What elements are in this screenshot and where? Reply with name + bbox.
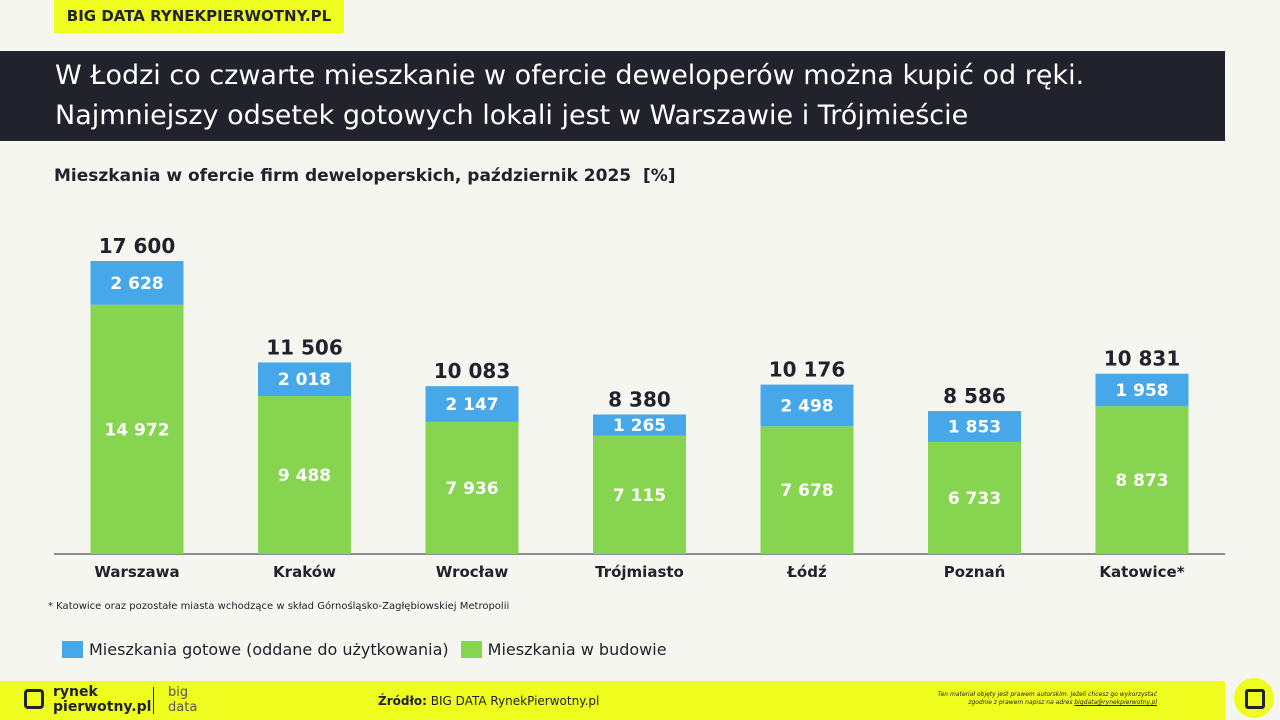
value-label: 1 958: [1115, 381, 1168, 401]
corner-logo: [1234, 678, 1274, 718]
value-label: 7 678: [780, 481, 833, 501]
value-label: 7 115: [613, 486, 666, 506]
value-label: 1 853: [948, 417, 1001, 437]
chart-subtitle: Mieszkania w ofercie firm deweloperskich…: [54, 166, 676, 186]
corner-logo-icon: [1245, 689, 1265, 709]
total-label: 10 176: [769, 358, 846, 382]
value-label: 9 488: [278, 466, 331, 486]
chart: 14 972 2 628 17 600 Warszawa 9 488 2 018 11 50…: [54, 234, 1225, 581]
value-label: 8 873: [1115, 471, 1168, 491]
footer: rynek pierwotny.pl big data Źródło: BIG …: [0, 681, 1225, 720]
title: W Łodzi co czwarte mieszkanie w ofercie …: [55, 60, 1085, 131]
logo2-line: data: [168, 700, 198, 715]
bar-segment: [258, 396, 351, 554]
source-text: BIG DATA RynekPierwotny.pl: [430, 694, 600, 708]
value-label: 2 628: [110, 274, 163, 294]
copyright-line: Ten materiał objęty jest prawem autorski…: [937, 691, 1157, 698]
copyright: Ten materiał objęty jest prawem autorski…: [938, 691, 1157, 707]
bar-segment: [1095, 406, 1189, 554]
value-label: 1 265: [613, 416, 666, 436]
logo-line: pierwotny.pl: [53, 699, 152, 715]
x-tick-label: Łódź: [786, 563, 827, 581]
bar-segment: [593, 414, 686, 436]
value-label: 2 147: [445, 395, 498, 415]
logo: rynek pierwotny.pl: [53, 685, 151, 715]
legend-item: Mieszkania w budowie: [460, 640, 667, 659]
legend-swatch: [62, 641, 83, 658]
x-tick-label: Katowice*: [1099, 563, 1184, 581]
copyright-text: zgodnie z prawem napisz na adres: [968, 699, 1073, 706]
bar-segment: [593, 435, 686, 554]
total-label: 8 380: [608, 387, 671, 411]
source: Źródło: BIG DATA RynekPierwotny.pl: [378, 694, 599, 708]
value-label: 2 498: [780, 396, 833, 416]
divider: [153, 687, 154, 714]
tag: BIG DATA RYNEKPIERWOTNY.PL: [54, 0, 344, 33]
x-tick-label: Trójmiasto: [595, 563, 684, 581]
value-label: 2 018: [278, 370, 331, 390]
bar-segment: [258, 362, 351, 397]
legend-label: Mieszkania gotowe (oddane do użytkowania…: [89, 640, 449, 659]
value-label: 7 936: [445, 479, 498, 499]
bar-segment: [90, 304, 184, 554]
bar-segment: [90, 261, 184, 305]
x-tick-label: Wrocław: [436, 563, 509, 581]
x-tick-label: Poznań: [944, 563, 1006, 581]
x-tick-label: Kraków: [273, 563, 336, 581]
source-label: Źródło:: [378, 694, 427, 708]
email[interactable]: bigdata@rynekpierwotny.pl: [1074, 699, 1157, 706]
title-band: W Łodzi co czwarte mieszkanie w ofercie …: [0, 51, 1225, 141]
x-tick-label: Warszawa: [94, 563, 179, 581]
legend-item: Mieszkania gotowe (oddane do użytkowania…: [62, 640, 449, 659]
legend-swatch: [460, 641, 482, 658]
total-label: 10 831: [1104, 347, 1181, 371]
logo2: big data: [168, 685, 197, 715]
bar-segment: [760, 426, 854, 554]
bar-segment: [425, 421, 519, 554]
value-label: 14 972: [104, 420, 169, 440]
bar-segment: [928, 411, 1021, 442]
total-label: 17 600: [99, 234, 176, 258]
bar-segment: [760, 384, 854, 427]
bar-segment: [425, 386, 519, 422]
logo-icon: [24, 689, 44, 709]
logo-line: rynek: [53, 684, 98, 700]
legend-label: Mieszkania w budowie: [487, 640, 667, 659]
footnote: * Katowice oraz pozostałe miasta wchodzą…: [48, 601, 510, 612]
value-label: 6 733: [948, 489, 1001, 509]
bar-segment: [928, 441, 1021, 554]
bar-segment: [1095, 373, 1189, 407]
total-label: 10 083: [434, 359, 511, 383]
total-label: 8 586: [943, 384, 1006, 408]
legend: Mieszkania gotowe (oddane do użytkowania…: [62, 640, 667, 659]
logo2-line: big: [168, 685, 189, 700]
total-label: 11 506: [266, 335, 343, 359]
copyright-line: zgodnie z prawem napisz na adres bigdata…: [938, 699, 1157, 707]
